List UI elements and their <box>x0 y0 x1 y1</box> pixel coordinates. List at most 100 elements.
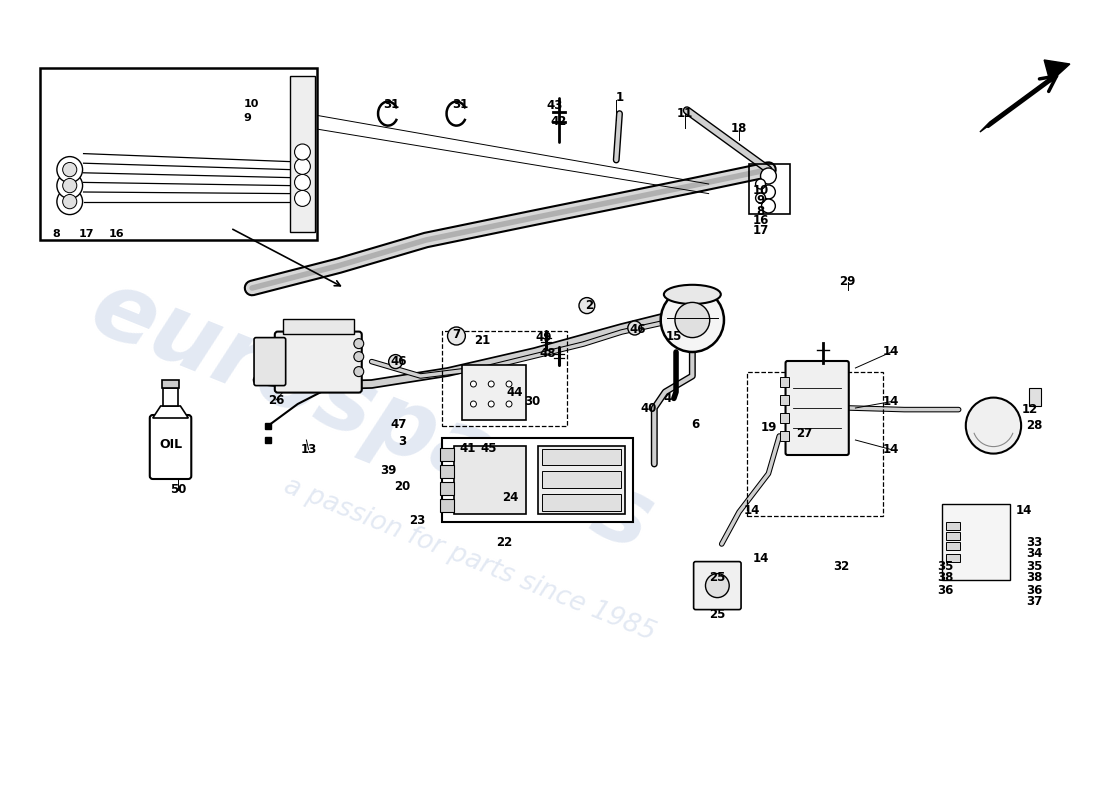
Text: 21: 21 <box>474 334 491 347</box>
Text: a passion for parts since 1985: a passion for parts since 1985 <box>279 474 659 646</box>
Text: 7: 7 <box>452 328 461 341</box>
Circle shape <box>761 185 776 199</box>
Text: 14: 14 <box>883 395 900 408</box>
Text: 14: 14 <box>744 504 760 517</box>
Text: 17: 17 <box>752 224 769 237</box>
Circle shape <box>661 288 724 352</box>
Bar <box>440 482 454 494</box>
Circle shape <box>488 401 494 407</box>
Circle shape <box>57 157 82 182</box>
Circle shape <box>705 574 729 598</box>
Circle shape <box>57 173 82 198</box>
Text: 33: 33 <box>1026 536 1043 549</box>
Circle shape <box>63 162 77 177</box>
Circle shape <box>579 298 595 314</box>
Circle shape <box>388 354 403 369</box>
Text: 35: 35 <box>937 560 954 573</box>
Circle shape <box>506 381 512 387</box>
Text: 10: 10 <box>752 184 769 197</box>
Bar <box>442 438 632 522</box>
Circle shape <box>760 168 777 184</box>
Text: OIL: OIL <box>160 438 183 450</box>
Text: 35: 35 <box>1026 560 1043 573</box>
Text: 31: 31 <box>383 98 399 110</box>
FancyBboxPatch shape <box>785 361 849 455</box>
Bar <box>749 164 790 214</box>
Text: 4: 4 <box>663 392 671 405</box>
Bar <box>780 431 790 441</box>
Bar <box>1030 388 1042 406</box>
Circle shape <box>628 321 641 335</box>
Text: 3: 3 <box>398 435 406 448</box>
Bar <box>40 68 317 240</box>
Circle shape <box>448 327 465 345</box>
Text: 50: 50 <box>170 483 186 496</box>
Bar <box>289 76 316 232</box>
Text: eurospares: eurospares <box>77 262 665 570</box>
Bar <box>946 532 960 540</box>
Text: 14: 14 <box>1015 504 1032 517</box>
Bar <box>943 504 1010 579</box>
Text: 42: 42 <box>550 115 566 128</box>
Text: 18: 18 <box>730 122 747 134</box>
Text: 25: 25 <box>710 571 726 584</box>
Bar <box>440 448 454 461</box>
Bar <box>442 331 568 426</box>
Bar <box>440 465 454 478</box>
Text: 47: 47 <box>390 418 407 430</box>
Circle shape <box>295 174 310 190</box>
Text: 2: 2 <box>585 299 593 312</box>
Text: 6: 6 <box>692 418 700 430</box>
Bar <box>462 365 526 420</box>
Text: 36: 36 <box>1026 584 1043 597</box>
Bar <box>747 372 882 516</box>
Bar <box>440 498 454 512</box>
Text: 48: 48 <box>539 347 556 360</box>
FancyBboxPatch shape <box>254 338 286 386</box>
Text: 17: 17 <box>79 229 95 238</box>
Text: 20: 20 <box>394 480 410 493</box>
Text: 44: 44 <box>507 386 524 398</box>
Text: 36: 36 <box>937 584 954 597</box>
Text: 38: 38 <box>1026 571 1043 584</box>
Text: 9: 9 <box>757 194 764 206</box>
Text: 40: 40 <box>640 402 657 414</box>
Text: 15: 15 <box>666 330 682 342</box>
FancyBboxPatch shape <box>275 331 362 393</box>
Text: 14: 14 <box>883 346 900 358</box>
Bar <box>780 395 790 405</box>
Bar <box>283 318 354 334</box>
Text: 43: 43 <box>546 99 562 112</box>
Circle shape <box>761 199 776 213</box>
Ellipse shape <box>664 285 720 304</box>
Circle shape <box>295 190 310 206</box>
Circle shape <box>966 398 1021 454</box>
Circle shape <box>354 338 364 349</box>
Text: 16: 16 <box>752 214 769 227</box>
Text: 37: 37 <box>1026 595 1043 608</box>
FancyBboxPatch shape <box>694 562 741 610</box>
Text: 26: 26 <box>267 394 284 406</box>
Bar <box>541 494 620 510</box>
Text: 46: 46 <box>390 355 407 368</box>
Text: 27: 27 <box>796 427 813 440</box>
Circle shape <box>756 179 766 189</box>
Circle shape <box>354 351 364 362</box>
Text: 8: 8 <box>757 205 764 218</box>
Text: 22: 22 <box>496 536 513 549</box>
Circle shape <box>506 401 512 407</box>
Bar <box>541 449 620 466</box>
Circle shape <box>57 189 82 214</box>
Circle shape <box>295 158 310 174</box>
Text: 9: 9 <box>243 114 251 123</box>
Bar <box>162 380 179 388</box>
Circle shape <box>295 144 310 160</box>
Text: 24: 24 <box>503 491 519 504</box>
FancyBboxPatch shape <box>150 415 191 479</box>
Text: 14: 14 <box>883 443 900 456</box>
Bar <box>538 446 625 514</box>
Circle shape <box>471 401 476 407</box>
Text: 38: 38 <box>937 571 954 584</box>
Bar <box>454 446 526 514</box>
Text: 12: 12 <box>1021 403 1037 416</box>
